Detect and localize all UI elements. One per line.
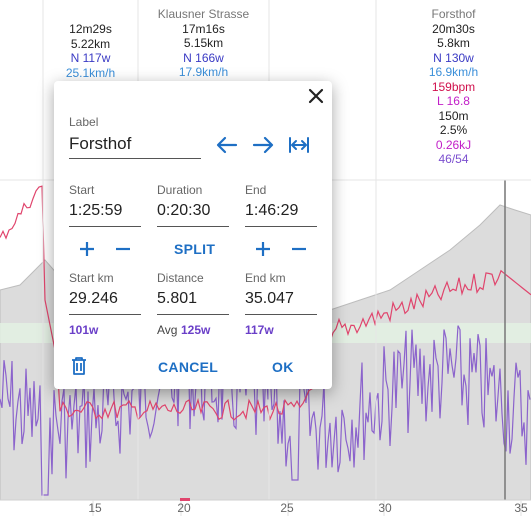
segment-column-3[interactable]: Forsthof 20m30s 5.8km N 130w 16.9km/h 15… [376, 7, 531, 187]
cancel-button[interactable]: CANCEL [158, 359, 219, 375]
segment-elevation: 150m [438, 108, 469, 123]
segment-name: Klausner Strasse [157, 7, 250, 21]
ok-button[interactable]: OK [272, 359, 294, 375]
segment-speed: 17.9km/h [178, 65, 229, 79]
segment-time: 12m29s [69, 22, 112, 36]
end-km-caption: End km [245, 271, 286, 285]
x-tick-label: 35 [514, 501, 528, 515]
end-caption: End [245, 183, 267, 197]
segment-distance: 5.8km [437, 36, 470, 50]
segment-name: Forsthof [431, 7, 476, 21]
range-marker [180, 498, 190, 501]
arrow-right-icon[interactable] [251, 135, 275, 155]
end-time-underline [245, 226, 317, 227]
duration-underline [157, 226, 229, 227]
label-caption: Label [69, 115, 99, 129]
end-plus-icon[interactable] [254, 240, 272, 258]
x-tick-label: 25 [280, 501, 294, 515]
x-tick-label: 20 [177, 501, 191, 515]
distance-underline [157, 314, 229, 315]
segment-time: 20m30s [432, 21, 475, 36]
start-time-input[interactable]: 1:25:59 [69, 202, 123, 219]
end-power-value: 117w [245, 323, 274, 337]
expand-width-icon[interactable] [287, 135, 311, 155]
segment-distance: 5.22km [70, 36, 111, 51]
segment-speed: 16.9km/h [428, 65, 479, 79]
avg-power-value: 125w [181, 323, 211, 337]
segment-heading: N 117w [70, 51, 111, 65]
duration-caption: Duration [157, 183, 203, 197]
start-minus-icon[interactable] [114, 240, 132, 258]
start-km-input[interactable]: 29.246 [69, 290, 118, 307]
label-input[interactable]: Forsthof [69, 134, 132, 153]
start-km-underline [69, 314, 141, 315]
segment-heading: N 166w [183, 50, 224, 65]
power-series-line [0, 321, 531, 496]
segment-grade: 2.5% [439, 123, 468, 137]
segment-column-2[interactable]: Klausner Strasse 17m16s 5.15km N 166w 17… [138, 7, 269, 187]
x-tick-label: 30 [378, 501, 392, 515]
edit-segment-dialog: Label Forsthof Start 1:25:59 Duration 0:… [54, 81, 332, 389]
segment-distance: 5.15km [183, 36, 224, 50]
end-minus-icon[interactable] [290, 240, 308, 258]
x-axis-ticks [92, 500, 522, 516]
label-input-underline [69, 158, 201, 159]
close-icon[interactable] [306, 86, 326, 106]
start-caption: Start [69, 183, 95, 197]
arrow-left-icon[interactable] [215, 135, 239, 155]
segment-energy: 0.26kJ [435, 137, 472, 152]
end-time-input[interactable]: 1:46:29 [245, 202, 299, 219]
distance-caption: Distance [157, 271, 204, 285]
segment-speed: 25.1km/h [65, 65, 116, 80]
end-km-input[interactable]: 35.047 [245, 290, 294, 307]
x-tick-label: 15 [88, 501, 102, 515]
heart-rate-series-line [0, 185, 531, 421]
start-time-underline [69, 226, 141, 227]
duration-input[interactable]: 0:20:30 [157, 202, 211, 219]
start-power-value: 101w [69, 323, 99, 337]
segment-time: 17m16s [182, 21, 225, 36]
segment-column-1[interactable]: 12m29s 5.22km N 117w 25.1km/h [43, 22, 138, 202]
segment-cadence: 46/54 [438, 152, 469, 166]
distance-input[interactable]: 5.801 [157, 290, 198, 307]
start-km-caption: Start km [69, 271, 114, 285]
avg-caption: Avg [157, 323, 178, 337]
segment-heading: N 130w [433, 50, 474, 65]
trash-icon[interactable] [70, 356, 88, 376]
segment-l-value: L 16.8 [437, 94, 470, 108]
split-button[interactable]: SPLIT [174, 241, 216, 257]
segment-heart-rate: 159bpm [431, 79, 476, 94]
end-km-underline [245, 314, 317, 315]
start-plus-icon[interactable] [78, 240, 96, 258]
